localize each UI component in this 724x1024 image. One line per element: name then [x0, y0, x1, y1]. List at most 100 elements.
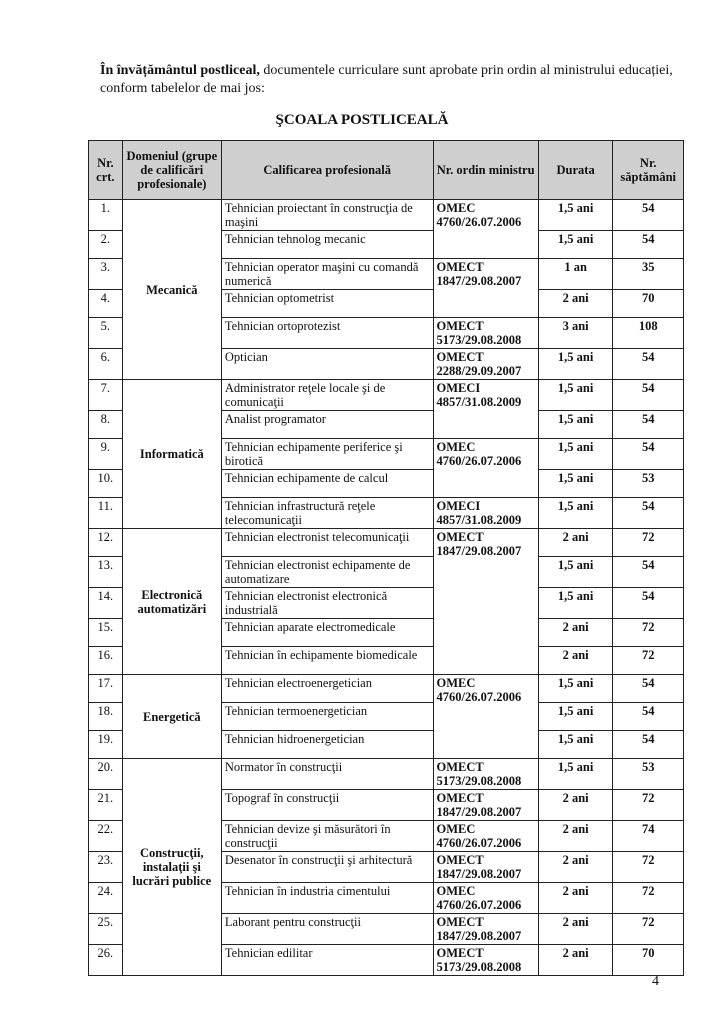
weeks-cell: 54 [612, 410, 684, 439]
duration-cell: 3 ani [537, 317, 614, 349]
intro-lead: În învățământul postliceal, [100, 63, 260, 78]
table-row: 6. Optician OMECT 2288/29.09.2007 1,5 ani 54 [88, 348, 684, 380]
qualification-cell: Tehnician tehnolog mecanic [220, 230, 434, 259]
order-cell: OMEC 4760/26.07.2006 [432, 820, 539, 852]
weeks-cell: 74 [612, 820, 684, 852]
header-cell: Nr. crt. [88, 140, 123, 200]
duration-cell: 1,5 ani [537, 556, 614, 588]
weeks-cell: 54 [612, 702, 684, 731]
intro: În învățământul postliceal, documentele … [100, 62, 690, 98]
order-cell: OMEC 4760/26.07.2006 [432, 882, 539, 914]
table-row: 24. Tehnician în industria cimentului OMEC… [88, 882, 684, 914]
qualification-cell: Desenator în construcţii şi arhitectură [220, 851, 434, 883]
order-cell: OMECT 5173/29.08.2008 [432, 944, 539, 976]
nr-cell: 16. [88, 646, 123, 675]
weeks-cell: 72 [612, 618, 684, 647]
nr-cell: 18. [88, 702, 123, 731]
weeks-cell: 35 [612, 258, 684, 290]
qualification-cell: Tehnician optometrist [220, 289, 434, 318]
table: Nr. crt. Domeniul (grupe de calificări pr… [88, 140, 684, 976]
nr-cell: 6. [88, 348, 123, 380]
nr-cell: 5. [88, 317, 123, 349]
weeks-cell: 53 [612, 758, 684, 790]
nr-cell: 20. [88, 758, 123, 790]
duration-cell: 2 ani [537, 882, 614, 914]
duration-cell: 1,5 ani [537, 702, 614, 731]
duration-cell: 1,5 ani [537, 758, 614, 790]
nr-cell: 15. [88, 618, 123, 647]
duration-cell: 1,5 ani [537, 379, 614, 411]
nr-cell: 23. [88, 851, 123, 883]
weeks-cell: 54 [612, 348, 684, 380]
header-row: Nr. crt. Domeniul (grupe de calificări pr… [88, 140, 684, 200]
table-row: 4. Tehnician optometrist 2 ani 70 [88, 289, 684, 318]
duration-cell: 2 ani [537, 618, 614, 647]
duration-cell: 1 an [537, 258, 614, 290]
duration-cell: 2 ani [537, 289, 614, 318]
domain-cell: Mecanică [121, 199, 222, 380]
duration-cell: 1,5 ani [537, 674, 614, 703]
qualification-cell: Tehnician echipamente de calcul [220, 469, 434, 498]
duration-cell: 1,5 ani [537, 497, 614, 529]
duration-cell: 1,5 ani [537, 348, 614, 380]
order-cell: OMECT 5173/29.08.2008 [432, 758, 539, 790]
qualification-cell: Tehnician ortoprotezist [220, 317, 434, 349]
table-row: 17. Energetică Tehnician electroenergetici… [88, 674, 684, 759]
qualification-cell: Tehnician termoenergetician [220, 702, 434, 731]
nr-cell: 2. [88, 230, 123, 259]
duration-cell: 2 ani [537, 851, 614, 883]
order-cell: OMEC 4760/26.07.2006 [432, 199, 539, 259]
qualification-cell: Optician [220, 348, 434, 380]
qualification-cell: Tehnician în echipamente biomedicale [220, 646, 434, 675]
qualification-cell: Tehnician operator maşini cu comandă num… [220, 258, 434, 290]
header-cell: Nr. săptămâni [612, 140, 684, 200]
duration-cell: 1,5 ani [537, 438, 614, 470]
table-row: 21. Topograf în construcţii OMECT 1847/29.… [88, 789, 684, 821]
duration-cell: 1,5 ani [537, 469, 614, 498]
weeks-cell: 72 [612, 646, 684, 675]
duration-cell: 1,5 ani [537, 199, 614, 231]
order-cell: OMECT 1847/29.08.2007 [432, 528, 539, 675]
table-row: 23. Desenator în construcţii şi arhitectu… [88, 851, 684, 883]
table-row: 13. Tehnician electronist echipamente de … [88, 556, 684, 588]
weeks-cell: 72 [612, 882, 684, 914]
order-cell: OMECT 1847/29.08.2007 [432, 851, 539, 883]
header-cell: Domeniul (grupe de calificări profesiona… [121, 140, 222, 200]
domain-cell: Informatică [121, 379, 222, 529]
nr-cell: 9. [88, 438, 123, 470]
qualification-cell: Tehnician în industria cimentului [220, 882, 434, 914]
weeks-cell: 108 [612, 317, 684, 349]
nr-cell: 12. [88, 528, 123, 557]
order-cell: OMECT 1847/29.08.2007 [432, 913, 539, 945]
order-cell: OMECT 2288/29.09.2007 [432, 348, 539, 380]
nr-cell: 17. [88, 674, 123, 703]
order-cell: OMECI 4857/31.08.2009 [432, 497, 539, 529]
duration-cell: 2 ani [537, 944, 614, 976]
qualification-cell: Tehnician proiectant în construcţia de m… [220, 199, 434, 231]
weeks-cell: 70 [612, 289, 684, 318]
qualification-cell: Topograf în construcţii [220, 789, 434, 821]
weeks-cell: 54 [612, 497, 684, 529]
nr-cell: 13. [88, 556, 123, 588]
domain-cell: Construcţii, instalaţii şi lucrări publi… [121, 758, 222, 976]
page-number: 4 [652, 974, 659, 989]
qualification-cell: Tehnician hidroenergetician [220, 730, 434, 759]
qualification-cell: Tehnician electronist telecomunicaţii [220, 528, 434, 557]
order-cell: OMEC 4760/26.07.2006 [432, 674, 539, 759]
weeks-cell: 54 [612, 556, 684, 588]
weeks-cell: 54 [612, 730, 684, 759]
order-cell: OMECT 5173/29.08.2008 [432, 317, 539, 349]
qualification-cell: Normator în construcţii [220, 758, 434, 790]
table-row: 5. Tehnician ortoprotezist OMECT 5173/29.0… [88, 317, 684, 349]
duration-cell: 2 ani [537, 528, 614, 557]
domain-cell: Energetică [121, 674, 222, 759]
heading: ŞCOALA POSTLICEALĂ [275, 112, 449, 128]
header-cell: Durata [537, 140, 614, 200]
duration-cell: 2 ani [537, 789, 614, 821]
nr-cell: 4. [88, 289, 123, 318]
order-cell: OMECT 1847/29.08.2007 [432, 789, 539, 821]
weeks-cell: 72 [612, 528, 684, 557]
nr-cell: 25. [88, 913, 123, 945]
weeks-cell: 54 [612, 438, 684, 470]
table-row: 2. Tehnician tehnolog mecanic 1,5 ani 54 [88, 230, 684, 259]
